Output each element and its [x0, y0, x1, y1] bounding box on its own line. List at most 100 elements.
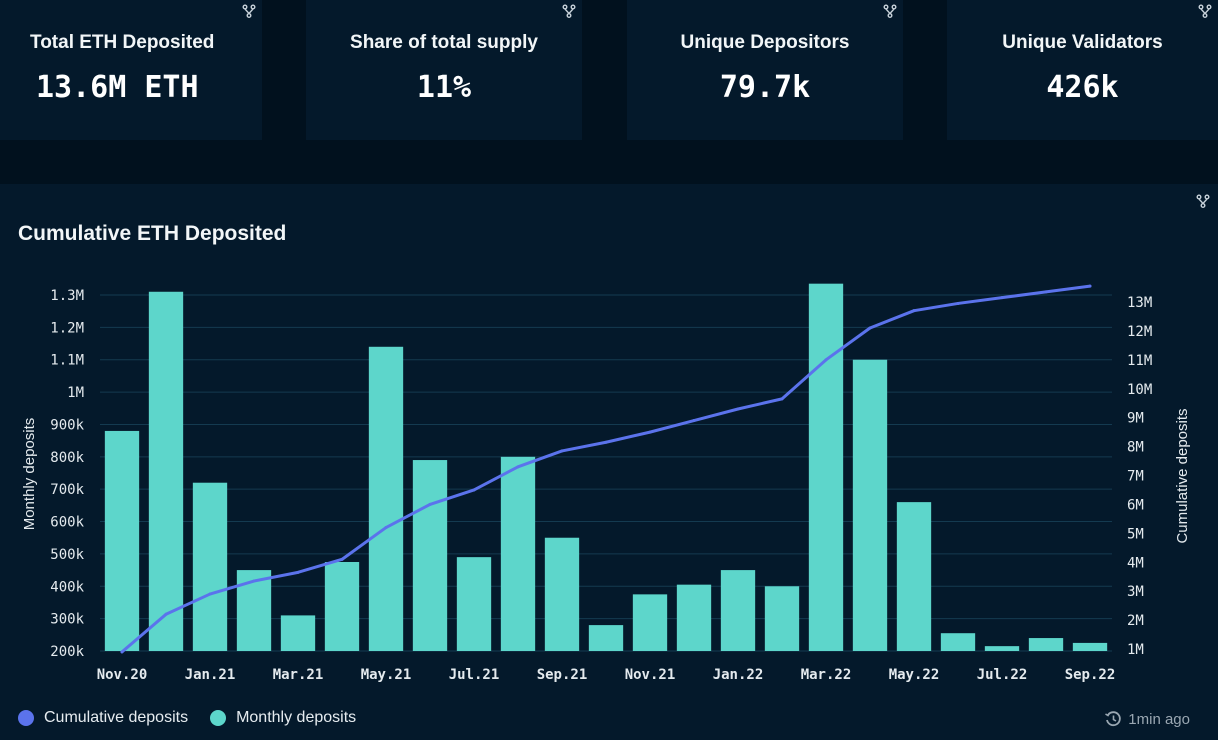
y-right-tick-label: 8M: [1127, 440, 1144, 456]
point-cumulative-deposit: [868, 326, 872, 330]
point-cumulative-deposit: [1088, 284, 1092, 288]
fork-icon[interactable]: [562, 4, 576, 18]
x-tick-label: Jul.22: [977, 667, 1028, 683]
point-cumulative-deposit: [604, 440, 608, 444]
bar-monthly-deposit: [368, 346, 404, 651]
y-right-tick-label: 12M: [1127, 324, 1152, 340]
bar-monthly-deposit: [676, 584, 712, 651]
y-left-tick-label: 600k: [50, 515, 84, 531]
chart-panel: Cumulative ETH Deposited 200k 300k 400k 500…: [0, 184, 1218, 740]
legend-label: Monthly deposits: [236, 709, 357, 726]
point-cumulative-deposit: [780, 397, 784, 401]
fork-icon[interactable]: [242, 4, 256, 18]
stat-value: 79.7k: [719, 70, 811, 105]
stat-value: 13.6M ETH: [36, 70, 199, 105]
legend-item-cumulative[interactable]: Cumulative deposits: [18, 709, 188, 727]
x-tick-label: Jan.22: [713, 667, 764, 683]
bar-monthly-deposit: [1072, 642, 1108, 651]
fork-icon[interactable]: [1198, 4, 1212, 18]
y-right-tick-label: 3M: [1127, 584, 1144, 600]
x-tick-label: Sep.22: [1065, 667, 1116, 683]
bar-monthly-deposit: [280, 615, 316, 651]
y-right-axis-label: Cumulative deposits: [1174, 408, 1191, 543]
y-left-axis-label: Monthly deposits: [21, 418, 38, 531]
y-right-tick-label: 13M: [1127, 295, 1152, 311]
point-cumulative-deposit: [384, 526, 388, 530]
y-right-tick-label: 9M: [1127, 411, 1144, 427]
bar-monthly-deposit: [324, 562, 360, 651]
stat-value: 426k: [1046, 70, 1119, 105]
point-cumulative-deposit: [164, 612, 168, 616]
combo-chart: 200k 300k 400k 500k 600k 700k 800k 900k 1M 1.1M 1.…: [21, 283, 1191, 683]
bar-monthly-deposit: [808, 283, 844, 651]
y-left-tick-label: 1.1M: [50, 353, 84, 369]
chart-legend: Cumulative deposits Monthly deposits: [18, 709, 378, 727]
stat-label: Unique Depositors: [680, 32, 850, 53]
bar-monthly-deposit: [720, 570, 756, 651]
point-cumulative-deposit: [560, 449, 564, 453]
point-cumulative-deposit: [912, 309, 916, 313]
point-cumulative-deposit: [648, 430, 652, 434]
stat-card-share-supply: Share of total supply 11%: [306, 0, 582, 140]
bar-monthly-deposit: [632, 594, 668, 651]
y-left-tick-label: 300k: [50, 612, 84, 628]
y-left-tick-label: 200k: [50, 644, 84, 660]
legend-label: Cumulative deposits: [44, 709, 189, 726]
fork-icon[interactable]: [1196, 194, 1210, 208]
x-tick-label: May.21: [361, 667, 412, 683]
stat-label: Unique Validators: [1002, 32, 1163, 53]
x-tick-label: Sep.21: [537, 667, 588, 683]
y-right-tick-label: 11M: [1127, 353, 1152, 369]
stat-card-total-eth: Total ETH Deposited 13.6M ETH: [0, 0, 262, 140]
bar-monthly-deposit: [940, 633, 976, 651]
point-cumulative-deposit: [1000, 296, 1004, 300]
point-cumulative-deposit: [472, 488, 476, 492]
bar-monthly-deposit: [764, 586, 800, 651]
x-tick-label: Nov.21: [625, 667, 676, 683]
x-tick-label: Mar.21: [273, 667, 324, 683]
point-cumulative-deposit: [824, 358, 828, 362]
point-cumulative-deposit: [956, 301, 960, 305]
point-cumulative-deposit: [208, 592, 212, 596]
legend-item-monthly[interactable]: Monthly deposits: [210, 709, 356, 727]
bar-monthly-deposit: [412, 460, 448, 651]
y-right-tick-label: 4M: [1127, 555, 1144, 571]
y-left-tick-label: 500k: [50, 547, 84, 563]
fork-icon[interactable]: [883, 4, 897, 18]
bar-monthly-deposit: [1028, 638, 1064, 651]
chart-title: Cumulative ETH Deposited: [18, 222, 287, 245]
y-left-tick-label: 1.3M: [50, 288, 84, 304]
stat-value: 11%: [416, 70, 472, 105]
point-cumulative-deposit: [252, 579, 256, 583]
y-right-tick-label: 6M: [1127, 497, 1144, 513]
bar-monthly-deposit: [544, 537, 580, 651]
bar-monthly-deposit: [500, 456, 536, 651]
y-right-tick-label: 2M: [1127, 613, 1144, 629]
bar-monthly-deposit: [148, 291, 184, 651]
point-cumulative-deposit: [428, 502, 432, 506]
history-clock-icon: [1105, 711, 1122, 727]
y-right-tick-label: 1M: [1127, 642, 1144, 658]
y-left-tick-label: 1M: [67, 385, 84, 401]
point-cumulative-deposit: [340, 557, 344, 561]
updated-text: 1min ago: [1128, 710, 1190, 728]
point-cumulative-deposit: [736, 407, 740, 411]
bar-monthly-deposit: [896, 502, 932, 651]
bar-monthly-deposit: [588, 625, 624, 651]
point-cumulative-deposit: [692, 419, 696, 423]
x-tick-label: Mar.22: [801, 667, 852, 683]
y-left-tick-label: 700k: [50, 482, 84, 498]
y-left-tick-label: 400k: [50, 579, 84, 595]
y-right-tick-label: 10M: [1127, 382, 1152, 398]
bar-monthly-deposit: [192, 482, 228, 651]
stat-card-unique-depositors: Unique Depositors 79.7k: [627, 0, 903, 140]
legend-swatch-line: [18, 710, 34, 726]
y-left-tick-label: 800k: [50, 450, 84, 466]
y-right-tick-label: 7M: [1127, 469, 1144, 485]
bar-monthly-deposit: [852, 359, 888, 651]
x-tick-label: Nov.20: [97, 667, 148, 683]
x-tick-label: Jan.21: [185, 667, 236, 683]
bar-monthly-deposit: [984, 646, 1020, 651]
bar-monthly-deposit: [456, 557, 492, 651]
y-right-tick-label: 5M: [1127, 526, 1144, 542]
